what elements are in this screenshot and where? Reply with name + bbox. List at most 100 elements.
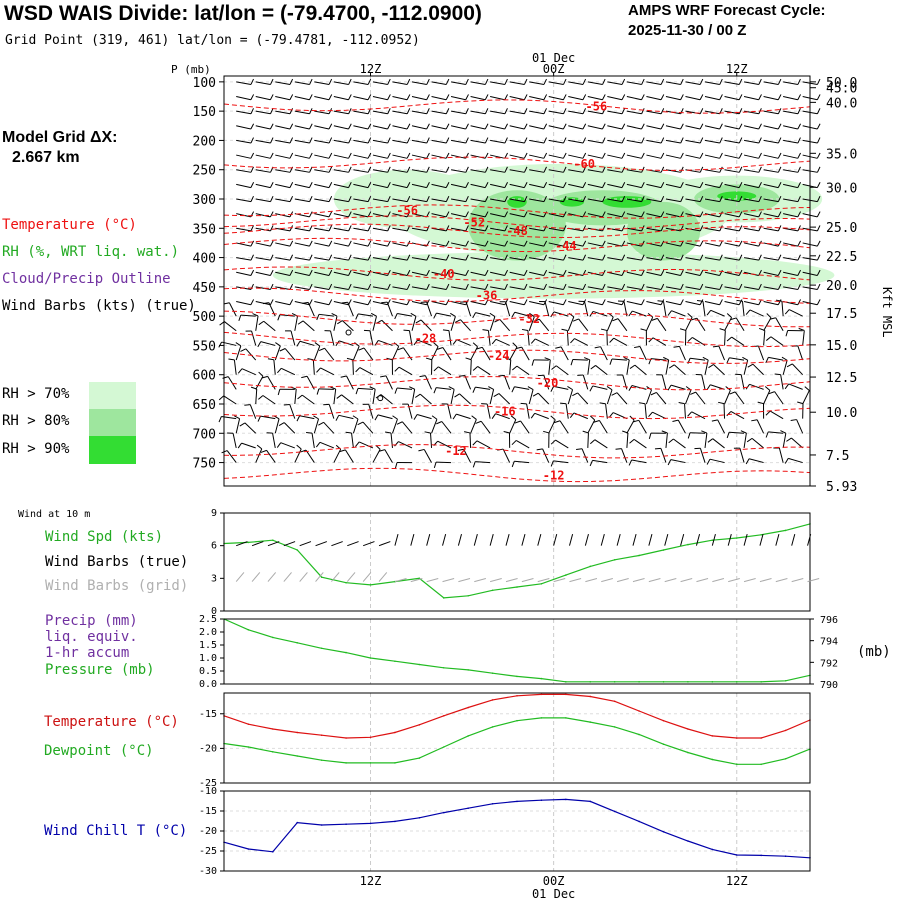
xs-barb-0-442 (763, 81, 779, 85)
xs-barb-flag-21-314 (589, 385, 594, 392)
xs-barb-flag-5-378 (699, 152, 704, 159)
kft-label-1: 45.0 (826, 82, 857, 97)
xs-barb-19-106 (352, 346, 360, 361)
xs-barb-flag-12-426 (758, 254, 762, 261)
xs-barb-5-42 (275, 154, 291, 159)
xs-barb-0-154 (411, 81, 427, 85)
xs-barb-5-426 (743, 154, 759, 159)
xs-barb-22-298 (577, 392, 589, 405)
xs-barb-16-122 (358, 313, 374, 317)
sfc-barb-true-452 (775, 533, 780, 546)
xs-barb-flag-19-42 (275, 342, 281, 347)
sfc-barb-grid-400 (712, 578, 725, 583)
xs-barb-flag-20-106 (346, 357, 353, 361)
xs-barb-17-202 (460, 319, 471, 332)
xs-barb-19-186 (442, 347, 452, 361)
xs-barb-flag-18-186 (442, 329, 449, 332)
xs-barb-16-394 (702, 301, 706, 317)
xs-barb-flag-21-250 (511, 386, 515, 393)
xs-barb-9-106 (353, 213, 369, 218)
xs-barb-flag-22-10 (218, 395, 224, 401)
xs-barb-flag-24-154 (396, 421, 403, 425)
xs-barb-9-458 (783, 213, 798, 218)
xs-barb-flag-20-58 (276, 367, 282, 374)
xs-barb-22-346 (645, 389, 652, 405)
xs-barb-4-202 (470, 139, 486, 144)
xs-barb-4-314 (607, 139, 623, 144)
xs-barb-flag-11-266 (562, 240, 567, 247)
xs-barb-6-90 (333, 169, 349, 173)
g-press-point-0-16 (613, 681, 616, 683)
xs-p-label-300: 300 (193, 193, 216, 208)
xs-barb-25-378 (673, 438, 686, 449)
xs-barb-flag-8-234 (523, 195, 528, 202)
g-temp-point-0-5 (345, 737, 347, 739)
xs-barb-5-74 (314, 154, 330, 159)
xs-barb-11-58 (294, 242, 310, 247)
xs-barb-7-154 (411, 183, 427, 189)
xs-barb-flag-11-314 (621, 240, 626, 247)
xs-barb-21-154 (397, 387, 413, 390)
page-title: WSD WAIS Divide: lat/lon = (-79.4700, -1… (4, 2, 482, 25)
xs-barb-flag-3-186 (465, 123, 469, 130)
xs-barb-19-26 (245, 348, 257, 361)
xs-barb-flag-1-426 (758, 94, 762, 100)
xs-p-label-650: 650 (193, 398, 216, 413)
xs-barb-8-58 (294, 198, 310, 203)
xs-barb-24-330 (626, 419, 635, 434)
xs-barb-6-74 (314, 169, 330, 173)
xs-barb-flag-5-58 (309, 152, 313, 159)
xs-barb-flag-9-362 (680, 211, 684, 218)
sfc-barb-true-23 (251, 541, 264, 547)
xs-barb-flag-0-298 (602, 78, 606, 85)
xs-barb-16-74 (307, 302, 315, 317)
xs-barb-flag-0-58 (309, 78, 313, 85)
xs-barb-17-442 (763, 317, 772, 332)
xs-barb-25-314 (594, 439, 608, 449)
xs-barb-10-90 (333, 227, 349, 232)
xs-barb-flag-24-234 (510, 415, 517, 420)
xs-barb-10-362 (665, 227, 681, 232)
xs-barb-12-330 (626, 257, 642, 261)
xs-barb-22-458 (774, 391, 784, 405)
xs-barb-flag-15-442 (777, 299, 782, 305)
sfc-barb-true-361 (664, 533, 669, 546)
xs-barb-flag-3-26 (269, 123, 274, 130)
xs-barb-4-442 (763, 139, 779, 144)
xs-barb-flag-6-266 (563, 166, 567, 173)
xs-barb-16-26 (240, 314, 256, 317)
xs-barb-24-170 (431, 419, 438, 434)
g-temp-point-1-21 (735, 763, 738, 766)
xs-barb-18-90 (330, 330, 335, 346)
g-chill-point-0-2 (272, 851, 274, 853)
xs-barb-9-346 (646, 213, 662, 218)
kft-label-5: 25.0 (826, 221, 857, 236)
xs-barb-21-346 (631, 385, 647, 390)
xs-barb-flag-7-58 (309, 182, 313, 188)
xs-barb-11-266 (548, 242, 564, 247)
xs-barb-flag-0-42 (289, 78, 294, 85)
xs-barb-flag-4-58 (309, 137, 313, 144)
xs-barb-flag-1-314 (621, 94, 626, 100)
xs-barb-24-74 (313, 418, 320, 434)
xs-barb-21-218 (475, 386, 491, 390)
xs-p-label-250: 250 (193, 164, 216, 179)
xs-barb-flag-8-330 (641, 195, 645, 202)
xs-barb-flag-23-106 (335, 415, 340, 421)
xs-barb-20-394 (704, 359, 709, 375)
xs-barb-flag-13-330 (641, 269, 645, 276)
xs-barb-1-106 (353, 96, 369, 101)
xs-barb-flag-15-26 (269, 299, 274, 305)
xs-barb-2-138 (392, 110, 408, 115)
xs-barb-19-218 (481, 347, 491, 361)
xs-barb-flag-0-202 (484, 78, 489, 85)
forecast-cycle-date: 2025-11-30 / 00 Z (628, 22, 747, 39)
xs-barb-flag-14-266 (563, 283, 567, 290)
xs-barb-3-426 (743, 125, 759, 130)
xs-barb-flag-3-90 (348, 123, 352, 130)
sfc-barb-true-114 (363, 541, 375, 547)
xs-barb-23-42 (260, 415, 276, 420)
sfc-barb-grid-127 (378, 572, 388, 582)
g-press-point-0-13 (540, 677, 543, 680)
xs-barb-11-138 (392, 242, 408, 247)
